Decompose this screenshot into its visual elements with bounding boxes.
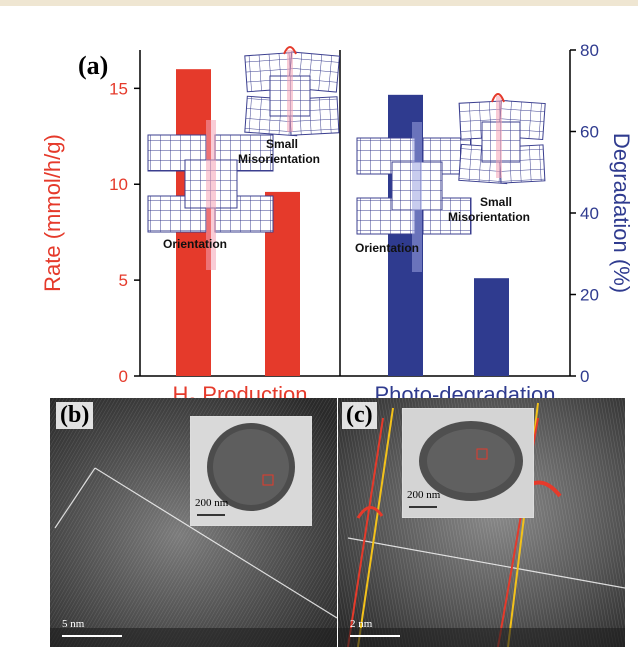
right-axis-title: Degradation (%) [609, 133, 634, 293]
inset-c: 200 nm [402, 408, 534, 518]
top-bar [0, 0, 638, 6]
inset-b-image [197, 423, 295, 516]
small-label-right: Small [480, 195, 512, 209]
orientation-schematic-right: Orientation [355, 122, 472, 272]
panel-label-b: (b) [56, 402, 94, 429]
scale-bar-b: 5 nm [62, 618, 85, 630]
orientation-schematic-left: Orientation [147, 120, 274, 270]
misorientation-label-right: Misorientation [448, 210, 530, 224]
micrograph-c: (c) 200 nm 2 nm [338, 398, 625, 647]
right-tick-label: 20 [580, 286, 599, 305]
bar-chart: (a) 0 5 10 15 0 20 40 60 80 Rate (mmol/h/g) Deg… [40, 41, 634, 400]
scale-bar-c: 2 nm [350, 618, 373, 630]
misorientation-schematic-right: Small Misorientation [448, 93, 546, 224]
right-ticks: 0 20 40 60 80 [570, 41, 599, 386]
micrograph-b: (b) 200 nm 5 nm [50, 398, 337, 647]
inset-c-image [409, 421, 523, 508]
inset-b-scale: 200 nm [195, 497, 229, 509]
right-tick-label: 0 [580, 367, 589, 386]
bar-degradation-1 [474, 278, 509, 376]
inset-c-scale: 200 nm [407, 489, 441, 501]
orientation-label-left: Orientation [163, 237, 227, 251]
right-tick-label: 80 [580, 41, 599, 60]
category-label-h2: H2 Production [173, 382, 308, 400]
left-tick-label: 10 [109, 175, 128, 194]
left-tick-label: 15 [109, 79, 128, 98]
left-tick-label: 0 [119, 367, 128, 386]
orientation-label-right: Orientation [355, 241, 419, 255]
panel-label-c: (c) [342, 402, 377, 429]
left-ticks: 0 5 10 15 [109, 79, 140, 386]
inset-b: 200 nm [190, 416, 312, 526]
misorientation-schematic-left: Small Misorientation [238, 46, 341, 166]
left-tick-label: 5 [119, 271, 128, 290]
right-tick-label: 40 [580, 204, 599, 223]
category-label-photo: Photo-degradation [374, 382, 555, 400]
misorientation-label-left: Misorientation [238, 152, 320, 166]
small-label-left: Small [266, 137, 298, 151]
left-axis-title: Rate (mmol/h/g) [40, 134, 65, 292]
right-tick-label: 60 [580, 123, 599, 142]
panel-label-a: (a) [78, 51, 108, 80]
